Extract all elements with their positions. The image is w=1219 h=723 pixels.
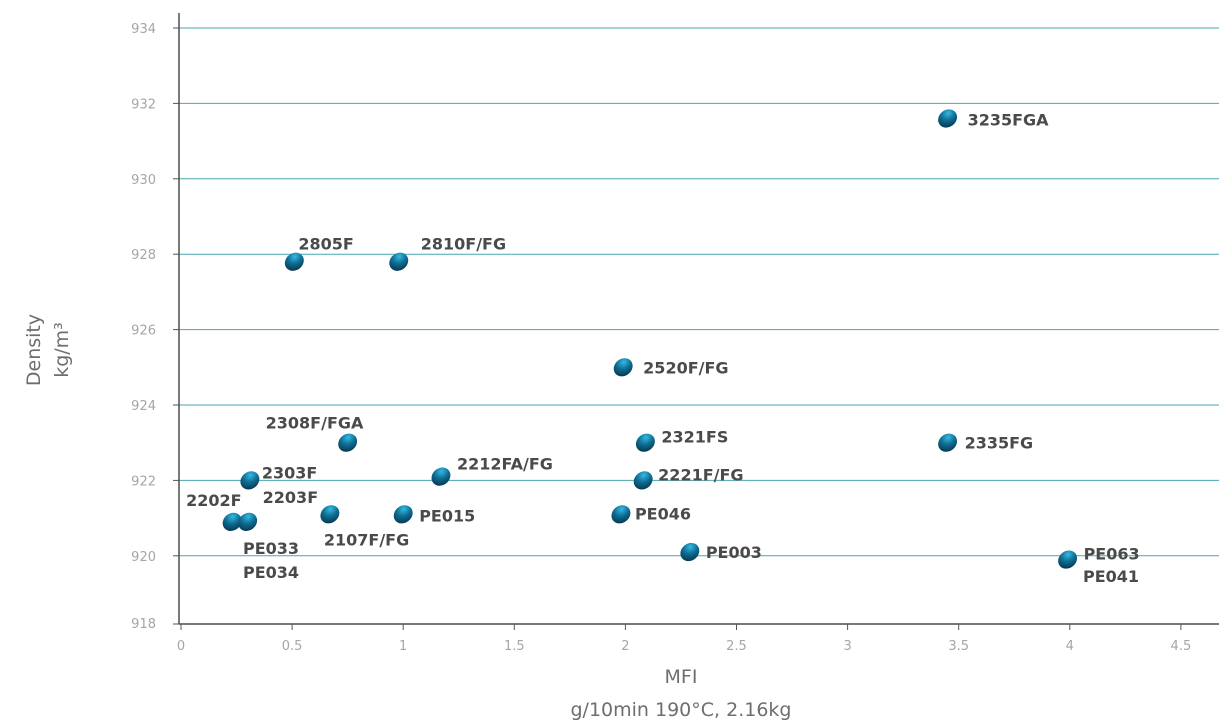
x-tick-label: 3.5	[948, 639, 969, 654]
point-label: 2520F/FG	[643, 358, 728, 377]
point-label: 2107F/FG	[324, 530, 409, 549]
point-label: 2308F/FGA	[266, 414, 364, 433]
y-tick-label: 934	[131, 22, 156, 37]
data-point	[222, 512, 242, 531]
point-label: 3235FGA	[968, 110, 1050, 129]
y-tick-label: 926	[131, 324, 156, 339]
x-tick-label: 1.5	[504, 639, 525, 654]
y-axis-subtitle: kg/m³	[51, 322, 73, 378]
data-point	[938, 109, 958, 128]
data-point	[1058, 550, 1078, 569]
data-point	[389, 252, 409, 271]
x-tick-label: 1	[399, 639, 407, 654]
data-point	[393, 505, 413, 524]
data-point	[431, 467, 451, 486]
point-label-extra: PE033	[243, 539, 299, 558]
data-point	[320, 505, 340, 524]
point-label-extra: PE034	[243, 563, 299, 582]
tick-labels: 918 920 922 924 926 928 930 932 934 0 0.5 1 1.5 2 2.5 3…	[131, 22, 1191, 654]
x-tick-label: 3	[843, 639, 851, 654]
x-tick-label: 4.5	[1171, 639, 1192, 654]
x-axis-subtitle: g/10min 190°C, 2.16kg	[571, 699, 792, 721]
point-label: 2335FG	[965, 434, 1034, 453]
point-label: 2202F	[186, 491, 241, 510]
x-axis-title: MFI	[665, 666, 698, 688]
data-point	[611, 505, 631, 524]
point-label: PE015	[419, 506, 475, 525]
y-tick-label: 932	[131, 97, 156, 112]
x-tick-label: 0.5	[282, 639, 303, 654]
data-point	[633, 471, 653, 490]
point-label: PE063	[1084, 545, 1140, 564]
data-point	[938, 433, 958, 452]
y-tick-label: 924	[131, 399, 156, 414]
y-tick-label: 920	[131, 550, 156, 565]
point-label: 2321FS	[661, 428, 728, 447]
y-tick-label: 928	[131, 248, 156, 263]
point-label: 2203F	[263, 488, 318, 507]
gridlines	[179, 27, 1219, 557]
data-points	[222, 109, 1078, 569]
x-tick-label: 4	[1066, 639, 1074, 654]
y-tick-label: 918	[131, 617, 156, 632]
data-point	[338, 433, 358, 452]
y-tick-label: 922	[131, 474, 156, 489]
data-point	[680, 542, 700, 562]
point-label: PE046	[635, 504, 691, 523]
y-axis-title: Density	[23, 314, 45, 386]
point-label: 2303F	[262, 463, 317, 482]
data-point	[240, 471, 260, 490]
x-tick-label: 0	[177, 639, 185, 654]
point-label: PE003	[706, 543, 762, 562]
data-point	[238, 512, 258, 531]
point-label: 2221F/FG	[658, 465, 743, 484]
point-label-extra: PE041	[1083, 567, 1139, 586]
point-labels: 3235FGA 2805F 2810F/FG 2520F/FG 2308F/FGA 232…	[186, 110, 1140, 586]
data-point	[613, 358, 633, 377]
data-point	[635, 433, 655, 452]
axes	[173, 13, 1219, 630]
point-label: 2810F/FG	[421, 235, 506, 254]
y-tick-label: 930	[131, 173, 156, 188]
x-tick-label: 2.5	[726, 639, 747, 654]
x-tick-label: 2	[621, 639, 629, 654]
data-point	[284, 252, 304, 271]
point-label: 2212FA/FG	[457, 455, 553, 474]
point-label: 2805F	[298, 235, 353, 254]
